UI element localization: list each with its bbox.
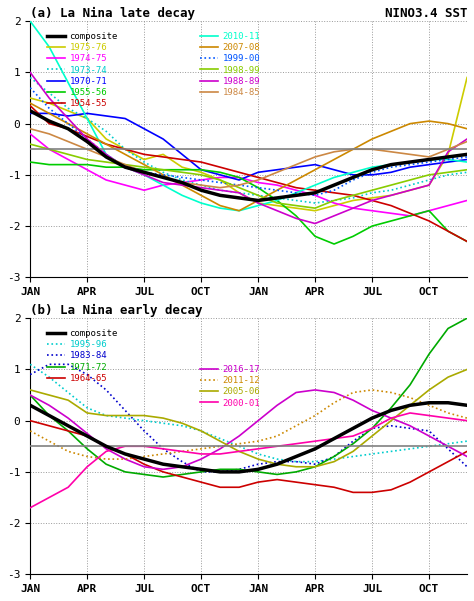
Text: (a) La Nina late decay: (a) La Nina late decay: [30, 7, 195, 20]
Legend: 2010-11, 2007-08, 1999-00, 1998-99, 1988-89, 1984-85: 2010-11, 2007-08, 1999-00, 1998-99, 1988…: [196, 28, 264, 101]
Text: (b) La Nina early decay: (b) La Nina early decay: [30, 304, 203, 317]
Text: NINO3.4 SST: NINO3.4 SST: [384, 7, 467, 20]
Legend: 2016-17, 2011-12, 2005-06, 2000-01: 2016-17, 2011-12, 2005-06, 2000-01: [196, 361, 264, 411]
